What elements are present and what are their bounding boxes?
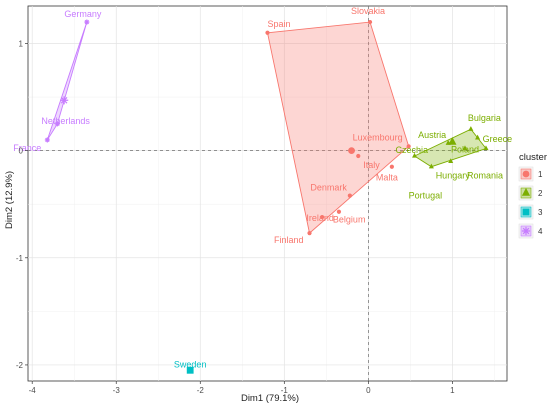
point-label: Spain — [268, 19, 291, 29]
point-label: Italy — [363, 160, 380, 170]
data-point — [462, 145, 468, 151]
legend-marker — [522, 208, 530, 216]
data-point — [406, 144, 411, 149]
y-tick-label: 0 — [19, 147, 24, 156]
point-label: Finland — [274, 235, 304, 245]
cluster-centroid-1 — [348, 147, 355, 155]
legend-label: 4 — [538, 227, 543, 236]
grid-layer — [27, 5, 508, 382]
data-point — [389, 164, 394, 169]
point-label: Belgium — [333, 215, 366, 225]
point-label: Hungary — [436, 170, 471, 180]
point-label: Sweden — [174, 359, 207, 369]
axes-layer: -4 -3 -2 -1 0 1 -2 -1 0 1 — [16, 40, 455, 396]
point-label: Slovakia — [351, 6, 385, 16]
y-tick-label: -1 — [16, 254, 24, 263]
data-point — [412, 152, 418, 158]
data-point — [445, 139, 451, 145]
point-label: Germany — [64, 9, 102, 19]
point-label: Portugal — [409, 191, 443, 201]
point-label: Austria — [418, 130, 446, 140]
y-axis-title: Dim2 (12.9%) — [4, 171, 15, 229]
data-point — [188, 368, 193, 373]
point-label: Malta — [376, 173, 398, 183]
point-label: Czechia — [396, 145, 429, 155]
x-tick-label: 0 — [366, 386, 371, 395]
x-axis-title: Dim1 (79.1%) — [241, 393, 299, 404]
legend-marker — [521, 187, 531, 196]
data-point — [265, 30, 270, 35]
x-tick-label: 1 — [450, 386, 455, 395]
data-point — [347, 193, 352, 198]
legend: cluster 1 2 3 4 — [518, 152, 547, 239]
x-tick-label: -1 — [281, 386, 289, 395]
hull-layer — [46, 21, 487, 234]
data-point — [468, 126, 474, 131]
legend-title: cluster — [519, 152, 547, 163]
point-label: Denmark — [310, 183, 347, 193]
data-point — [320, 214, 325, 220]
legend-label: 1 — [538, 170, 543, 179]
point-label: Bulgaria — [468, 113, 501, 123]
data-point — [428, 163, 434, 169]
data-point — [336, 209, 342, 214]
labels-layer: Spain Slovakia Luxembourg Italy Malta Denmark… — [13, 6, 512, 369]
plot-panel — [27, 5, 508, 382]
cluster-centroid-4 — [60, 96, 69, 105]
cluster-hull-4 — [46, 21, 88, 141]
x-tick-label: -4 — [29, 386, 37, 395]
legend-marker — [521, 226, 531, 236]
point-label: Ireland — [306, 213, 334, 223]
data-point — [84, 19, 90, 25]
points-layer — [44, 19, 489, 374]
point-label: France — [13, 143, 41, 153]
x-tick-label: -3 — [113, 386, 121, 395]
point-label: Greece — [483, 134, 513, 144]
legend-label: 3 — [538, 208, 543, 217]
point-label: Netherlands — [41, 116, 90, 126]
data-point — [307, 231, 312, 236]
y-tick-label: 1 — [19, 40, 24, 49]
point-label: Romania — [467, 171, 503, 181]
data-point — [475, 134, 481, 140]
data-point — [54, 121, 60, 127]
data-point — [44, 137, 50, 143]
point-label: Poland — [451, 145, 479, 155]
point-label: Luxembourg — [353, 132, 403, 142]
data-point — [367, 19, 373, 25]
x-tick-label: -2 — [197, 386, 205, 395]
legend-marker — [522, 170, 530, 178]
y-tick-label: -2 — [16, 361, 24, 370]
data-point — [448, 158, 454, 164]
data-point — [356, 153, 361, 159]
data-point — [483, 145, 489, 151]
legend-label: 2 — [538, 189, 543, 198]
cluster-centroid-2 — [448, 136, 457, 145]
